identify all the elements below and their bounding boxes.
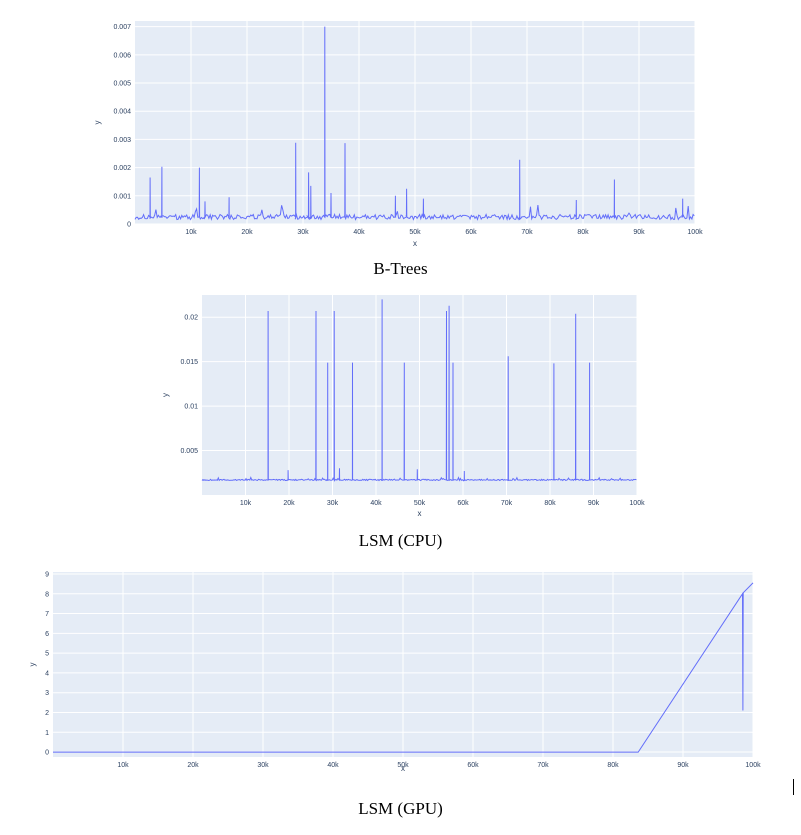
x-tick-label: 30k bbox=[257, 762, 269, 769]
x-tick-label: 20k bbox=[187, 762, 199, 769]
y-tick-label: 7 bbox=[45, 611, 49, 618]
x-tick-label: 70k bbox=[501, 500, 513, 507]
x-tick-label: 60k bbox=[457, 500, 469, 507]
btrees-chart: 10k 20k 30k 40k 50k 60k 70k 80k 90k 100k 0 0.001 0.0… bbox=[93, 21, 703, 248]
x-tick-label: 60k bbox=[467, 762, 479, 769]
x-tick-label: 10k bbox=[117, 762, 129, 769]
y-axis-title: y bbox=[93, 121, 102, 125]
x-tick-label: 70k bbox=[521, 229, 533, 236]
y-tick-label: 0.001 bbox=[113, 193, 131, 200]
y-tick-label: 0.005 bbox=[180, 448, 198, 455]
y-tick-label: 0.006 bbox=[113, 52, 131, 59]
y-tick-label: 0.02 bbox=[184, 315, 198, 322]
x-tick-label: 70k bbox=[537, 762, 549, 769]
x-tick-label: 90k bbox=[677, 762, 689, 769]
x-tick-label: 50k bbox=[414, 500, 426, 507]
y-tick-label: 9 bbox=[45, 571, 49, 578]
y-tick-label: 8 bbox=[45, 591, 49, 598]
x-tick-label: 10k bbox=[185, 229, 197, 236]
x-tick-label: 90k bbox=[588, 500, 600, 507]
x-tick-label: 80k bbox=[577, 229, 589, 236]
series-line bbox=[134, 26, 695, 222]
y-axis-title: y bbox=[28, 663, 37, 667]
lsm-gpu-chart: 10k 20k 30k 40k 50k 60k 70k 80k 90k 100k 0 1 2 3 4 5 6 7 8… bbox=[28, 571, 761, 773]
x-tick-label: 40k bbox=[353, 229, 365, 236]
y-tick-label: 0 bbox=[45, 750, 49, 757]
x-tick-label: 60k bbox=[465, 229, 477, 236]
x-tick-label: 20k bbox=[241, 229, 253, 236]
x-tick-label: 20k bbox=[283, 500, 295, 507]
y-tick-label: 0.003 bbox=[113, 137, 131, 144]
y-tick-label: 0.01 bbox=[184, 404, 198, 411]
x-tick-label: 90k bbox=[633, 229, 645, 236]
x-axis-title: x bbox=[413, 239, 417, 248]
series-line bbox=[201, 299, 637, 482]
x-tick-label: 30k bbox=[297, 229, 309, 236]
text-cursor bbox=[793, 779, 794, 795]
series-line bbox=[53, 582, 754, 753]
y-tick-label: 0.004 bbox=[113, 109, 131, 116]
x-tick-label: 10k bbox=[240, 500, 252, 507]
y-tick-label: 0.005 bbox=[113, 81, 131, 88]
y-tick-label: 0.002 bbox=[113, 165, 131, 172]
x-tick-label: 50k bbox=[409, 229, 421, 236]
x-axis-title: x bbox=[401, 764, 405, 773]
x-tick-label: 100k bbox=[745, 762, 761, 769]
lsm-cpu-chart: 10k 20k 30k 40k 50k 60k 70k 80k 90k 100k 0.005 0.01… bbox=[161, 295, 645, 518]
x-tick-label: 40k bbox=[327, 762, 339, 769]
y-tick-label: 5 bbox=[45, 651, 49, 658]
y-tick-label: 0 bbox=[127, 222, 131, 229]
chart-caption-lsm-gpu: LSM (GPU) bbox=[358, 799, 443, 818]
y-tick-label: 3 bbox=[45, 690, 49, 697]
y-axis-title: y bbox=[161, 393, 170, 397]
x-tick-label: 80k bbox=[607, 762, 619, 769]
x-axis-title: x bbox=[418, 509, 422, 518]
y-tick-label: 4 bbox=[45, 670, 49, 677]
x-tick-label: 100k bbox=[687, 229, 703, 236]
y-tick-label: 1 bbox=[45, 730, 49, 737]
x-tick-label: 30k bbox=[327, 500, 339, 507]
y-tick-label: 0.015 bbox=[180, 359, 198, 366]
y-tick-label: 6 bbox=[45, 631, 49, 638]
x-tick-label: 100k bbox=[629, 500, 645, 507]
chart-caption-btrees: B-Trees bbox=[373, 259, 428, 278]
chart-caption-lsm-cpu: LSM (CPU) bbox=[358, 531, 443, 550]
x-tick-label: 40k bbox=[370, 500, 382, 507]
y-tick-label: 0.007 bbox=[113, 24, 131, 31]
y-tick-label: 2 bbox=[45, 710, 49, 717]
x-tick-label: 50k bbox=[397, 762, 409, 769]
x-tick-label: 80k bbox=[544, 500, 556, 507]
